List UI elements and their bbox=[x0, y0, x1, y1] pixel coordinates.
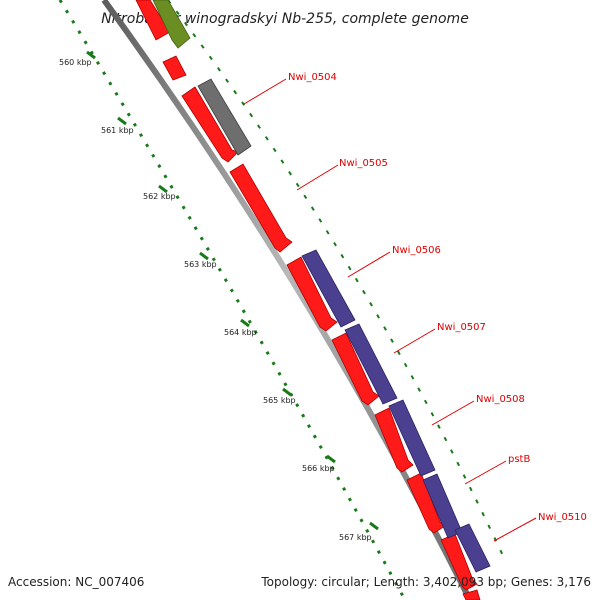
tick-dotted-guide bbox=[58, 0, 407, 600]
gene-label-pstb[interactable]: pstB bbox=[508, 454, 530, 465]
gene-feature-blue[interactable] bbox=[301, 249, 356, 328]
gene-feature-red[interactable] bbox=[229, 163, 293, 253]
tick-label-560: 560 kbp bbox=[59, 58, 92, 67]
gene-label-nwi-0505[interactable]: Nwi_0505 bbox=[339, 158, 388, 169]
gene-feature-blue[interactable] bbox=[344, 323, 398, 405]
gene-feature-green[interactable] bbox=[152, 0, 191, 49]
tick-label-561: 561 kbp bbox=[101, 126, 134, 135]
tick-label-566: 566 kbp bbox=[302, 464, 335, 473]
tick-label-567: 567 kbp bbox=[339, 533, 372, 542]
gene-label-nwi-0504[interactable]: Nwi_0504 bbox=[288, 72, 337, 83]
gene-label-nwi-0510[interactable]: Nwi_0510 bbox=[538, 512, 587, 523]
topology-summary-text: Topology: circular; Length: 3,402,093 bp… bbox=[260, 575, 591, 589]
gene-feature-blue[interactable] bbox=[454, 523, 491, 573]
gene-label-nwi-0506[interactable]: Nwi_0506 bbox=[392, 245, 441, 256]
tick-label-564: 564 kbp bbox=[224, 328, 257, 337]
gene-feature-blue[interactable] bbox=[388, 399, 436, 477]
gene-feature-gray[interactable] bbox=[197, 78, 252, 156]
tick-label-565: 565 kbp bbox=[263, 396, 296, 405]
genome-backbone bbox=[101, 0, 473, 600]
gene-feature-red[interactable] bbox=[162, 55, 187, 81]
tick-label-563: 563 kbp bbox=[184, 260, 217, 269]
gene-label-nwi-0508[interactable]: Nwi_0508 bbox=[476, 394, 525, 405]
kbp-tick-marks bbox=[86, 50, 379, 531]
gene-label-leaders bbox=[243, 78, 537, 542]
map-title: Nitrobacter winogradskyi Nb-255, complet… bbox=[101, 11, 469, 27]
gene-feature-red[interactable] bbox=[462, 589, 481, 600]
gene-feature-red[interactable] bbox=[286, 256, 338, 332]
accession-text: Accession: NC_007406 bbox=[8, 575, 144, 589]
gene-label-nwi-0507[interactable]: Nwi_0507 bbox=[437, 322, 486, 333]
tick-label-562: 562 kbp bbox=[143, 192, 176, 201]
gene-feature-red[interactable] bbox=[374, 407, 414, 473]
strand-guide-outer bbox=[167, 0, 506, 561]
